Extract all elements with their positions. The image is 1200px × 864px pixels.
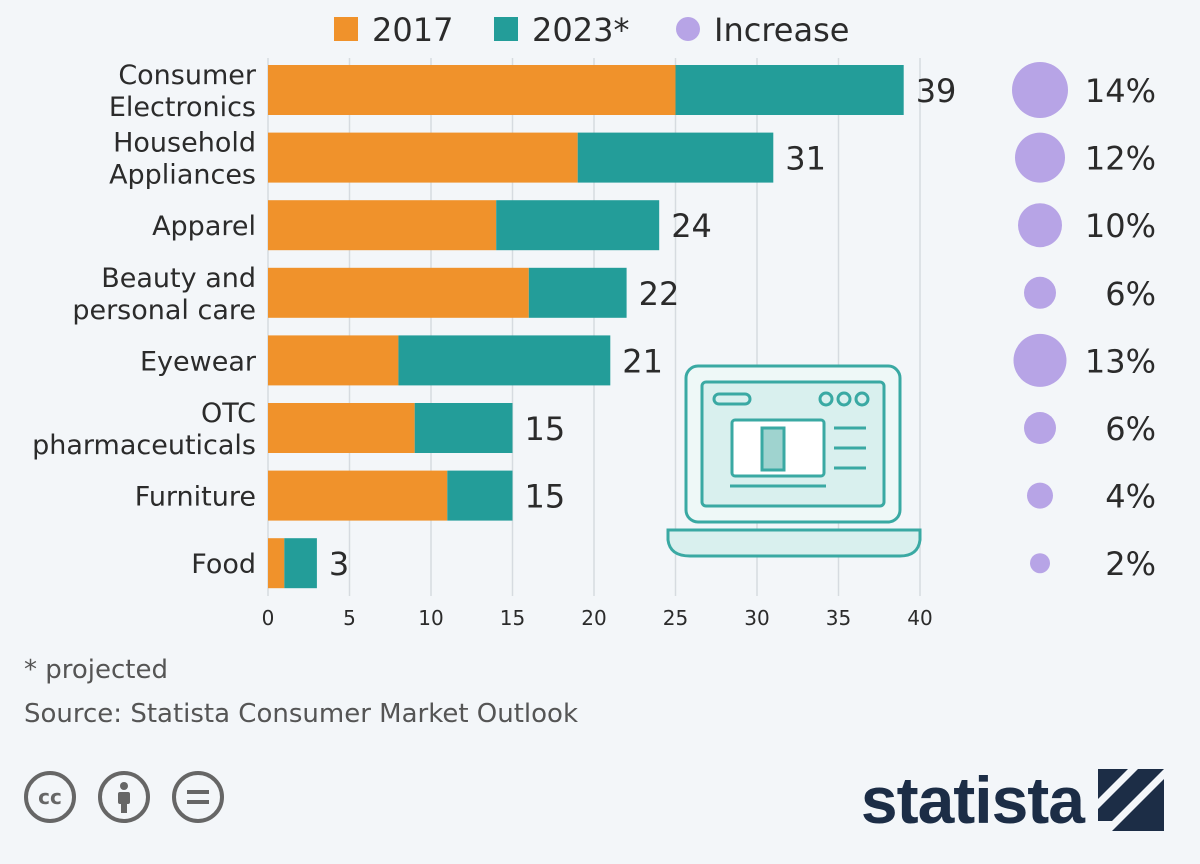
increase-bubble <box>1024 276 1056 309</box>
bar-2017 <box>268 132 578 183</box>
laptop-base <box>666 528 922 558</box>
window-bar <box>712 392 752 406</box>
increase-label: 6% <box>1105 410 1156 448</box>
bar-2023 <box>528 267 627 318</box>
data-label: 22 <box>639 275 680 313</box>
increase-bubble <box>1012 62 1068 118</box>
category-label: OTC <box>201 398 256 429</box>
category-label: Furniture <box>135 482 256 513</box>
window-dot <box>818 391 834 407</box>
increase-label: 6% <box>1105 275 1156 313</box>
increase-label: 12% <box>1085 140 1156 178</box>
legend-swatch <box>334 17 358 41</box>
bar-2017 <box>268 470 448 521</box>
nd-icon[interactable] <box>172 771 224 823</box>
bar-2023 <box>447 470 513 521</box>
legend-swatch <box>676 17 700 41</box>
category-label: Beauty and <box>101 263 256 294</box>
category-label: Household <box>113 128 256 159</box>
increase-bubble <box>1030 553 1050 574</box>
cc-icon[interactable]: cc <box>24 771 76 823</box>
bar-2023 <box>414 403 513 453</box>
window-dot <box>854 391 870 407</box>
x-tick-label: 10 <box>418 606 443 630</box>
category-label: Food <box>191 549 256 580</box>
product-figure <box>760 426 786 472</box>
increase-bubble <box>1015 132 1065 183</box>
legend-swatch <box>494 17 518 41</box>
increase-label: 13% <box>1085 342 1156 380</box>
bar-2017 <box>268 65 676 115</box>
x-tick-label: 35 <box>826 606 851 630</box>
category-label: Appliances <box>109 160 256 191</box>
data-label: 15 <box>525 478 566 516</box>
bar-2017 <box>268 200 497 251</box>
legend-label: 2023* <box>532 11 629 49</box>
window-dot <box>836 391 852 407</box>
data-label: 39 <box>916 72 957 110</box>
laptop-illustration <box>666 364 922 558</box>
x-tick-label: 0 <box>262 606 275 630</box>
increase-label: 10% <box>1085 207 1156 245</box>
bar-2017 <box>268 267 529 318</box>
data-label: 31 <box>785 140 826 178</box>
increase-label: 4% <box>1105 478 1156 516</box>
increase-bubble <box>1013 333 1067 387</box>
data-label: 24 <box>671 207 712 245</box>
statista-logo: statista <box>861 762 1164 838</box>
data-label: 3 <box>329 545 349 583</box>
source: Source: Statista Consumer Market Outlook <box>24 699 579 729</box>
footnote: * projected <box>24 655 169 685</box>
category-label: Consumer <box>118 60 257 91</box>
legend-label: Increase <box>714 11 849 49</box>
category-label: personal care <box>72 295 256 326</box>
bar-2023 <box>284 538 317 589</box>
brand-name: statista <box>860 763 1085 837</box>
increase-label: 2% <box>1105 545 1156 583</box>
x-tick-label: 25 <box>663 606 688 630</box>
increase-bubble <box>1027 482 1053 509</box>
bar-2017 <box>268 335 399 386</box>
category-label: Apparel <box>152 211 256 242</box>
category-label: Eyewear <box>140 346 257 377</box>
category-label: Electronics <box>109 92 256 123</box>
x-tick-label: 30 <box>744 606 769 630</box>
statista-logo-icon <box>1098 769 1164 831</box>
bar-2017 <box>268 403 415 453</box>
data-label: 15 <box>525 410 566 448</box>
increase-bubble <box>1018 203 1062 248</box>
increase-bubble <box>1024 412 1056 444</box>
bar-2017 <box>268 538 285 589</box>
legend-label: 2017 <box>372 11 453 49</box>
bar-2023 <box>577 132 774 183</box>
x-tick-label: 5 <box>343 606 356 630</box>
by-icon[interactable] <box>98 771 150 823</box>
x-tick-label: 20 <box>581 606 606 630</box>
x-tick-label: 40 <box>907 606 932 630</box>
increase-label: 14% <box>1085 72 1156 110</box>
bar-2023 <box>496 200 660 251</box>
data-label: 21 <box>622 342 663 380</box>
category-label: pharmaceuticals <box>32 430 256 461</box>
bar-2023 <box>675 65 904 115</box>
x-tick-label: 15 <box>500 606 525 630</box>
bar-2023 <box>398 335 611 386</box>
